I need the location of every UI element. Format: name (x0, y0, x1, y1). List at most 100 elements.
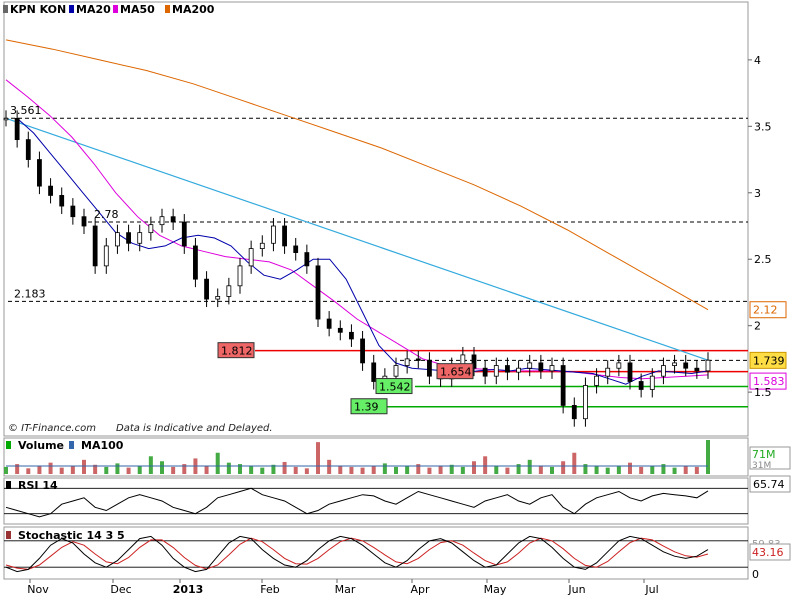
volume-bar (327, 459, 332, 474)
volume-bar (661, 464, 666, 474)
candle-body (81, 216, 87, 227)
ma200-line (5, 39, 709, 311)
volume-bar (706, 440, 710, 474)
volume-bar (226, 462, 231, 474)
volume-bar (104, 466, 109, 474)
level-box-1.812 (217, 342, 255, 359)
volume-bar (494, 465, 499, 474)
candle-body (349, 331, 354, 340)
volume-bar (550, 466, 554, 474)
volume-bar (148, 456, 153, 474)
volume-bar (472, 461, 476, 474)
candle-body (527, 362, 533, 369)
rsi-value-box (749, 475, 791, 493)
ma50-line (5, 79, 709, 380)
candle-body (516, 367, 521, 373)
x-tick-label: Dec (110, 583, 131, 596)
candle-body (638, 381, 644, 390)
volume-bar (93, 464, 98, 474)
candle-body (193, 245, 198, 280)
volume-bar (416, 464, 421, 474)
price-tick-label: 3 (754, 187, 761, 200)
candle-body (137, 232, 143, 244)
volume-bar (360, 467, 365, 474)
volume-bar (249, 466, 254, 474)
candle-body (705, 359, 711, 372)
candle-body (605, 367, 611, 377)
volume-bar (37, 465, 42, 474)
volume-bar (538, 465, 543, 474)
right-box-2.12 (749, 301, 787, 319)
volume-bar (394, 466, 398, 474)
price-candles (3, 110, 711, 427)
candle-body (293, 245, 299, 253)
level-label-1.739: 1.739 (753, 354, 785, 367)
level-label-1.654: 1.654 (440, 366, 472, 379)
legend-ma200: MA200 (172, 3, 215, 16)
volume-bar (572, 452, 577, 474)
candle-body (70, 205, 76, 218)
level-box-1.39 (350, 398, 388, 415)
candle-body (248, 248, 254, 267)
candle-body (505, 365, 510, 373)
legend-swatch-ma20 (69, 5, 74, 13)
volume-value-bottom: 31M (752, 461, 771, 471)
legend-ma20: MA20 (76, 3, 111, 16)
candle-body (482, 367, 488, 377)
volume-value-top: 71M (752, 448, 776, 461)
legend-volume: Volume (18, 439, 64, 452)
x-tick-label: Feb (260, 583, 279, 596)
level-label-3.561: 3.561 (10, 104, 42, 117)
rsi-legend-swatch (6, 481, 11, 489)
price-tick-label: 4 (754, 54, 761, 67)
legend-swatch-ma100 (69, 441, 74, 449)
level-box-1.654 (436, 363, 474, 380)
candle-body (404, 358, 410, 366)
rsi-label: RSI 14 (18, 479, 58, 492)
volume-bar (594, 465, 599, 474)
volume-bar (616, 466, 621, 474)
volume-bar (137, 465, 142, 474)
candle-body (315, 265, 321, 320)
volume-bar (304, 468, 309, 474)
candle-body (170, 216, 176, 223)
volume-bar (672, 467, 677, 474)
candle-body (594, 375, 599, 386)
stochastic-legend-swatch (6, 531, 11, 539)
volume-bar (516, 464, 521, 474)
volume-bar (316, 442, 320, 474)
x-tick-label: 2013 (173, 583, 204, 596)
volume-bar (694, 466, 699, 474)
candle-body (427, 359, 432, 377)
price-y-axis: 1.5 2 2.5 3 3.5 4 (748, 54, 772, 399)
candle-body (126, 232, 131, 244)
trendline (5, 117, 709, 361)
stochastic-k-line (5, 535, 709, 573)
stochastic-zero-tick: 0 (752, 568, 759, 581)
candle-body (59, 195, 65, 207)
volume-bar (460, 466, 465, 474)
stochastic-value: 43.16 (752, 546, 784, 559)
volume-bar (271, 464, 276, 474)
candle-body (538, 362, 544, 372)
volume-bar (126, 467, 131, 474)
chart-title: KPN KON (10, 3, 66, 16)
volume-bar (371, 466, 376, 474)
volume-bar (639, 466, 644, 474)
candle-body (14, 117, 20, 141)
candle-body (159, 216, 165, 226)
candle-body (694, 367, 700, 372)
candle-body (215, 296, 221, 300)
volume-bar (15, 464, 20, 474)
disclaimer-note: Data is Indicative and Delayed. (116, 423, 273, 434)
volume-bars (4, 440, 710, 474)
copyright-note: © IT-Finance.com (8, 423, 96, 434)
volume-bar (70, 466, 75, 474)
candle-body (337, 327, 343, 333)
candle-body (304, 252, 310, 267)
x-tick-label: Apr (410, 583, 430, 596)
candle-body (616, 362, 622, 369)
x-tick-label: Nov (27, 583, 49, 596)
level-label-1.39: 1.39 (354, 401, 379, 414)
